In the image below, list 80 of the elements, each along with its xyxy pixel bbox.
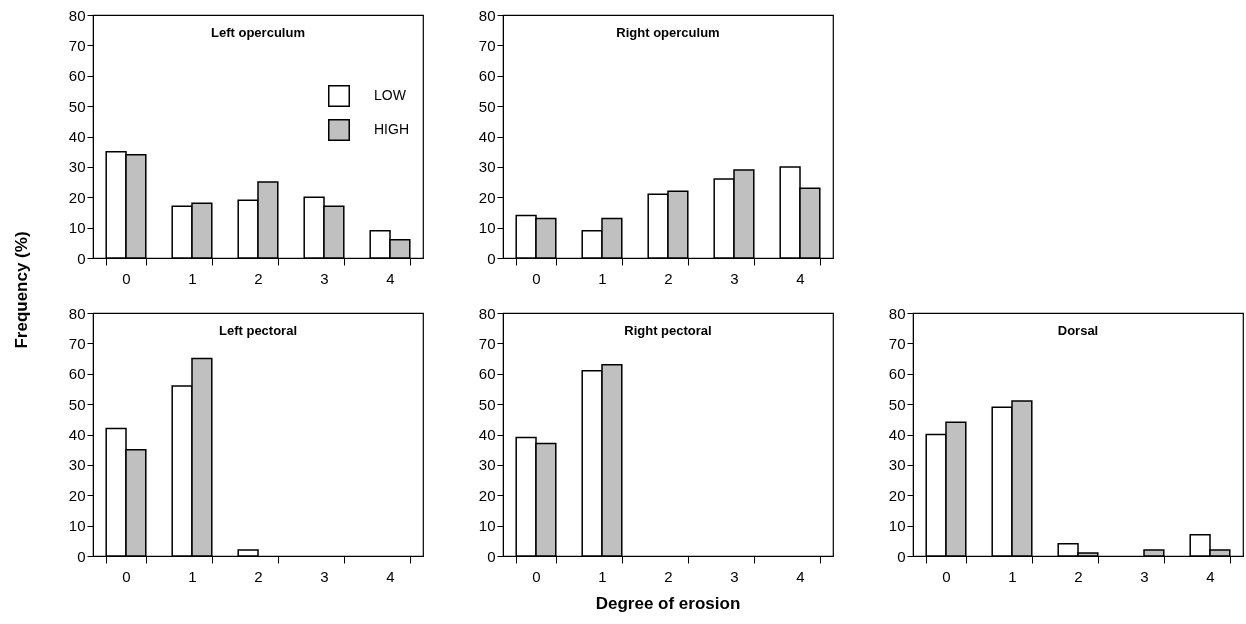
y-tick-label: 20 xyxy=(478,486,496,504)
y-tick-label: 20 xyxy=(478,188,496,206)
y-tick-label: 70 xyxy=(888,334,906,352)
y-tick-label: 30 xyxy=(478,158,496,176)
x-tick-label: 2 xyxy=(664,567,673,585)
text: Dorsal xyxy=(1057,323,1099,338)
y-tick-label: 50 xyxy=(68,395,86,413)
y-tick-label: 0 xyxy=(487,547,496,565)
y-tick-label: 40 xyxy=(478,426,496,443)
x-tick-label: 4 xyxy=(796,567,805,585)
x-tick-label: 1 xyxy=(188,567,197,585)
y-tick-label: 40 xyxy=(68,426,86,443)
y-tick-label: 70 xyxy=(68,334,86,352)
y-tick-label: 40 xyxy=(478,128,496,145)
y-tick-label: 80 xyxy=(478,304,496,322)
x-tick-label: 3 xyxy=(730,269,739,287)
x-tick-label: 3 xyxy=(320,269,329,287)
y-tick-label: 80 xyxy=(478,6,496,24)
x-tick-label: 1 xyxy=(1008,567,1017,585)
bar xyxy=(237,549,259,557)
y-tick-label: 60 xyxy=(478,365,496,383)
y-tick-label: 60 xyxy=(478,67,496,85)
text: Left operculum xyxy=(211,25,305,40)
text: Right pectoral xyxy=(624,323,712,338)
legend-label: LOW xyxy=(374,87,407,103)
y-tick-label: 80 xyxy=(68,304,86,322)
y-tick-label: 30 xyxy=(68,456,86,474)
x-tick-label: 4 xyxy=(386,567,395,585)
x-tick-label: 0 xyxy=(532,269,541,287)
x-tick-label: 3 xyxy=(1140,567,1149,585)
y-tick-label: 70 xyxy=(478,36,496,54)
x-tick-label: 0 xyxy=(532,567,541,585)
x-tick-label: 4 xyxy=(796,269,805,287)
y-tick-label: 70 xyxy=(68,36,86,54)
y-tick-label: 40 xyxy=(68,128,86,145)
y-tick-label: 70 xyxy=(478,334,496,352)
x-tick-label: 0 xyxy=(942,567,951,585)
y-tick-label: 20 xyxy=(68,486,86,504)
y-tick-label: 0 xyxy=(487,249,496,267)
y-tick-label: 0 xyxy=(897,547,906,565)
y-tick-label: 30 xyxy=(478,456,496,474)
y-tick-label: 50 xyxy=(68,97,86,115)
y-tick-label: 0 xyxy=(77,547,86,565)
y-tick-label: 10 xyxy=(478,517,496,535)
y-tick-label: 60 xyxy=(888,365,906,383)
x-tick-label: 0 xyxy=(122,567,131,585)
y-axis-title: Frequency (%) xyxy=(12,231,32,349)
x-tick-label: 4 xyxy=(386,269,395,287)
text: Right operculum xyxy=(616,25,720,40)
y-tick-label: 10 xyxy=(888,517,906,535)
x-tick-label: 1 xyxy=(188,269,197,287)
y-tick-label: 10 xyxy=(68,517,86,535)
x-tick-label: 3 xyxy=(320,567,329,585)
y-tick-label: 40 xyxy=(888,426,906,443)
x-tick-label: 2 xyxy=(254,567,263,585)
x-tick-label: 1 xyxy=(598,567,607,585)
y-tick-label: 10 xyxy=(478,219,496,237)
x-axis-title: Degree of erosion xyxy=(595,594,741,614)
y-tick-label: 30 xyxy=(888,456,906,474)
x-tick-label: 2 xyxy=(664,269,673,287)
y-tick-label: 80 xyxy=(888,304,906,322)
y-tick-label: 60 xyxy=(68,67,86,85)
y-tick-label: 0 xyxy=(77,249,86,267)
y-tick-label: 50 xyxy=(478,395,496,413)
y-tick-label: 60 xyxy=(68,365,86,383)
y-tick-label: 30 xyxy=(68,158,86,176)
x-tick-label: 4 xyxy=(1206,567,1215,585)
x-tick-label: 1 xyxy=(598,269,607,287)
y-tick-label: 10 xyxy=(68,219,86,237)
x-tick-label: 2 xyxy=(254,269,263,287)
y-tick-label: 50 xyxy=(478,97,496,115)
x-tick-label: 0 xyxy=(122,269,131,287)
text: Left pectoral xyxy=(218,323,298,338)
y-tick-label: 20 xyxy=(888,486,906,504)
y-tick-label: 80 xyxy=(68,6,86,24)
y-tick-label: 20 xyxy=(68,188,86,206)
x-tick-label: 3 xyxy=(730,567,739,585)
y-tick-label: 50 xyxy=(888,395,906,413)
legend-label: HIGH xyxy=(374,121,409,137)
x-tick-label: 2 xyxy=(1074,567,1083,585)
